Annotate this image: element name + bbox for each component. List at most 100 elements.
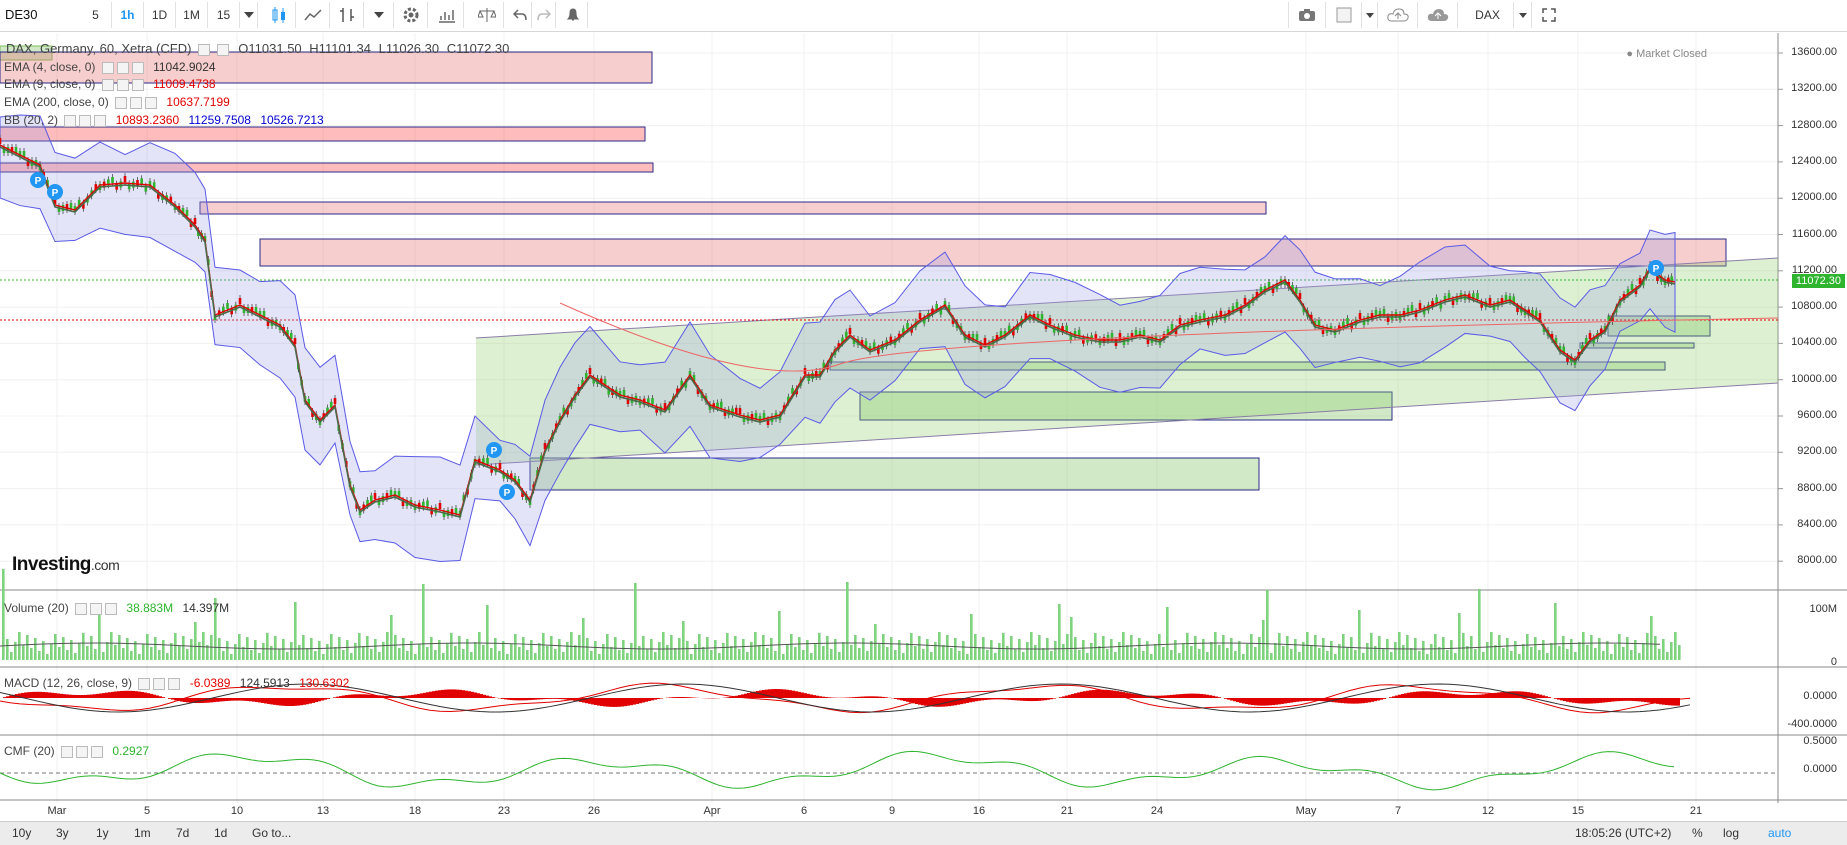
cmf-legend[interactable]: CMF (20) 0.2927	[4, 743, 149, 759]
indicator-ema9[interactable]: EMA (9, close, 0) 11009.4738	[4, 76, 216, 92]
redo-icon[interactable]	[532, 2, 556, 28]
range-1m[interactable]: 1m	[134, 826, 151, 840]
indicator-hide-icon[interactable]	[117, 79, 129, 91]
settings-gear-icon[interactable]	[394, 2, 428, 28]
interval-15[interactable]: 15	[208, 2, 240, 28]
macd-histogram-bar	[873, 696, 876, 698]
volume-bar	[1238, 641, 1241, 660]
indicator-ema200[interactable]: EMA (200, close, 0) 10637.7199	[4, 94, 230, 110]
logo-brand: Investing	[12, 554, 91, 575]
macd-histogram-bar	[1083, 691, 1086, 698]
draw-tools-icon[interactable]	[330, 2, 364, 28]
interval-1h[interactable]: 1h	[112, 2, 144, 28]
screenshot-camera-icon[interactable]	[1288, 2, 1326, 28]
auto-toggle[interactable]: auto	[1768, 826, 1791, 840]
indicator-remove-icon[interactable]	[168, 678, 180, 690]
indicator-hide-icon[interactable]	[153, 678, 165, 690]
macd-histogram-bar	[639, 698, 642, 703]
instrument-dropdown-icon[interactable]	[1514, 2, 1532, 28]
macd-histogram-bar	[1464, 695, 1467, 698]
macd-histogram-bar	[153, 695, 156, 698]
goto-button[interactable]: Go to...	[252, 826, 291, 840]
cloud-save-icon[interactable]	[1418, 2, 1458, 28]
indicator-hide-icon[interactable]	[130, 97, 142, 109]
fullscreen-icon[interactable]	[1536, 2, 1562, 28]
compare-scale-icon[interactable]	[470, 2, 504, 28]
instrument-label[interactable]: DAX	[1462, 2, 1514, 28]
range-10y[interactable]: 10y	[12, 826, 31, 840]
macd-histogram-bar	[690, 697, 693, 698]
cloud-load-icon[interactable]	[1378, 2, 1418, 28]
indicator-remove-icon[interactable]	[132, 79, 144, 91]
color-picker-icon[interactable]	[1326, 2, 1362, 28]
range-3y[interactable]: 3y	[56, 826, 69, 840]
indicator-remove-icon[interactable]	[94, 115, 106, 127]
indicator-settings-icon[interactable]	[61, 746, 73, 758]
indicators-icon[interactable]	[430, 2, 464, 28]
indicator-hide-icon[interactable]	[79, 115, 91, 127]
interval-1m[interactable]: 1M	[176, 2, 208, 28]
symbol-label[interactable]: DE30	[5, 7, 38, 22]
indicator-settings-icon[interactable]	[102, 62, 114, 74]
range-1d[interactable]: 1d	[214, 826, 227, 840]
indicator-hide-icon[interactable]	[76, 746, 88, 758]
indicator-settings-icon[interactable]	[138, 678, 150, 690]
candle-body	[1049, 318, 1052, 324]
interval-5[interactable]: 5	[80, 2, 112, 28]
volume-bar	[238, 634, 241, 660]
macd-histogram-bar	[1455, 694, 1458, 698]
volume-bar	[826, 636, 829, 660]
draw-tools-dropdown-icon[interactable]	[364, 2, 394, 28]
macd-histogram-bar	[621, 698, 624, 707]
macd-legend[interactable]: MACD (12, 26, close, 9) -6.0389 124.5913…	[4, 675, 349, 691]
volume-bar	[1102, 636, 1105, 660]
log-toggle[interactable]: log	[1723, 826, 1739, 840]
line-chart-icon[interactable]	[296, 2, 330, 28]
volume-bar	[922, 649, 925, 660]
candle-body	[111, 177, 114, 183]
volume-bar	[1218, 645, 1221, 660]
volume-bar	[1198, 649, 1201, 660]
indicator-hide-icon[interactable]	[117, 62, 129, 74]
candle-body	[1244, 298, 1247, 304]
range-7d[interactable]: 7d	[176, 826, 189, 840]
indicator-remove-icon[interactable]	[132, 62, 144, 74]
legend-visibility-icon[interactable]	[217, 44, 229, 56]
volume-bar	[1134, 648, 1137, 660]
macd-histogram-bar	[786, 690, 789, 698]
indicator-settings-icon[interactable]	[64, 115, 76, 127]
macd-histogram-bar	[174, 698, 177, 700]
candles-icon[interactable]	[262, 2, 296, 28]
indicator-remove-icon[interactable]	[105, 603, 117, 615]
indicator-settings-icon[interactable]	[102, 79, 114, 91]
color-dropdown-icon[interactable]	[1362, 2, 1378, 28]
interval-1d[interactable]: 1D	[144, 2, 176, 28]
macd-histogram-bar	[1467, 695, 1470, 698]
percent-toggle[interactable]: %	[1692, 826, 1703, 840]
volume-bar	[434, 650, 437, 660]
volume-bar	[886, 647, 889, 660]
volume-legend[interactable]: Volume (20) 38.883M 14.397M	[4, 600, 229, 616]
indicator-ema4[interactable]: EMA (4, close, 0) 11042.9024	[4, 59, 216, 75]
macd-histogram-bar	[132, 691, 135, 698]
volume-bar	[582, 618, 585, 660]
volume-bar	[1638, 653, 1641, 660]
macd-histogram-bar	[1185, 694, 1188, 698]
undo-icon[interactable]	[508, 2, 532, 28]
alert-bell-icon[interactable]	[558, 2, 588, 28]
macd-axis-low: -400.0000	[1787, 718, 1837, 730]
volume-bar	[126, 638, 129, 660]
interval-dropdown-icon[interactable]	[240, 2, 258, 28]
range-1y[interactable]: 1y	[96, 826, 109, 840]
indicator-remove-icon[interactable]	[145, 97, 157, 109]
indicator-remove-icon[interactable]	[91, 746, 103, 758]
indicator-hide-icon[interactable]	[90, 603, 102, 615]
candle-body	[1236, 302, 1239, 308]
legend-settings-icon[interactable]	[198, 44, 210, 56]
indicator-settings-icon[interactable]	[75, 603, 87, 615]
indicator-bb[interactable]: BB (20, 2) 10893.2360 11259.7508 10526.7…	[4, 112, 324, 128]
indicator-settings-icon[interactable]	[115, 97, 127, 109]
macd-histogram-bar	[1041, 698, 1044, 701]
